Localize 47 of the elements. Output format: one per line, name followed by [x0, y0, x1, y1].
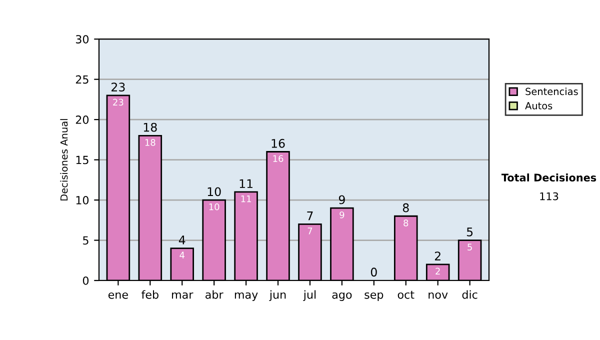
- x-tick-label: may: [234, 292, 258, 301]
- data-label: 16: [273, 155, 284, 162]
- x-tick-label: nov: [428, 292, 448, 299]
- total-label: 5: [466, 228, 473, 236]
- data-label: 9: [340, 211, 344, 218]
- data-label: 10: [209, 203, 220, 210]
- data-label: 4: [180, 252, 184, 258]
- data-label: 18: [145, 139, 156, 146]
- x-tick-label: abr: [206, 290, 224, 299]
- x-tick-label: mar: [172, 292, 194, 299]
- total-label: 7: [307, 212, 313, 220]
- x-tick-label: ago: [332, 292, 352, 301]
- total-label: 16: [272, 138, 285, 148]
- data-label: 2: [436, 268, 440, 274]
- data-label: 5: [468, 244, 472, 250]
- total-label: 8: [402, 203, 409, 212]
- x-tick-label: jun: [269, 290, 286, 301]
- total-label: 9: [338, 195, 345, 204]
- x-tick-label: feb: [142, 290, 158, 299]
- y-tick-label: 0: [82, 276, 89, 285]
- total-label: 4: [178, 236, 186, 244]
- data-label: 7: [308, 228, 312, 234]
- legend-label: Autos: [525, 102, 552, 110]
- text: 113: [540, 192, 558, 200]
- total-label: 11: [240, 179, 252, 188]
- y-tick-label: 20: [76, 116, 89, 124]
- total-label: 0: [370, 268, 377, 277]
- data-label: 23: [113, 98, 124, 106]
- total-label: 2: [434, 252, 440, 260]
- y-tick-label: 30: [76, 35, 89, 44]
- x-tick-label: ene: [108, 292, 128, 299]
- y-tick-label: 15: [76, 156, 88, 164]
- y-tick-label: 5: [83, 236, 88, 245]
- y-tick-label: 25: [76, 75, 88, 84]
- x-tick-label: sep: [364, 292, 384, 301]
- x-tick-label: jul: [303, 290, 316, 301]
- total-label: 18: [144, 122, 157, 132]
- x-tick-label: oct: [398, 290, 414, 299]
- total-label: 23: [112, 82, 125, 92]
- x-tick-label: dic: [462, 290, 478, 299]
- data-label: 8: [404, 220, 408, 226]
- legend-label: Sentencias: [526, 88, 578, 96]
- y-tick-label: 10: [76, 196, 89, 204]
- data-label: 11: [241, 195, 251, 202]
- text: Total Decisiones: [501, 173, 596, 182]
- y-axis-title: Decisiones Anual: [60, 119, 68, 200]
- total-label: 10: [208, 187, 221, 196]
